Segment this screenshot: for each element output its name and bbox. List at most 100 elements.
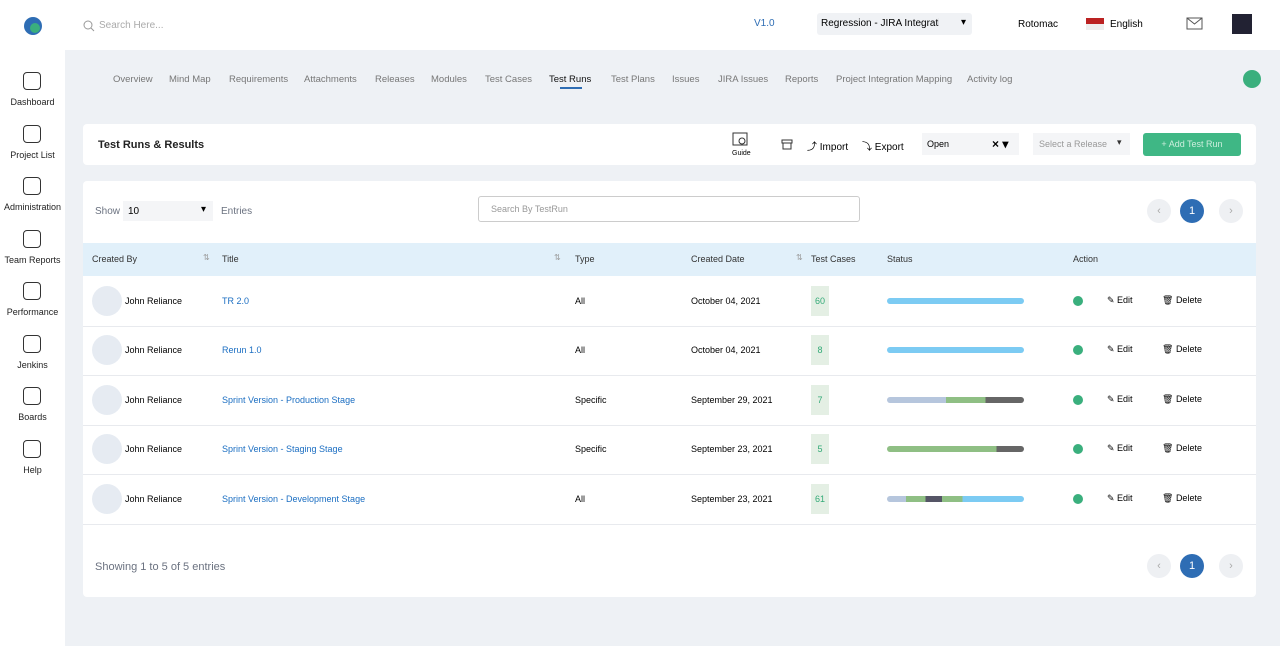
type: Specific (575, 394, 607, 405)
status-select[interactable]: Open × ▾ (922, 133, 1019, 155)
test-cases: 8 (811, 335, 829, 366)
delete[interactable]: 🗑 Delete (1162, 344, 1202, 355)
tab[interactable]: Test Plans (611, 74, 655, 85)
column-header[interactable]: Title (222, 254, 239, 264)
sidebar-icon[interactable] (23, 334, 41, 353)
delete[interactable]: 🗑 Delete (1162, 443, 1202, 454)
column-header[interactable]: Created By (92, 254, 138, 264)
sort-icon[interactable]: ⇅ (203, 253, 210, 262)
run-icon[interactable] (1073, 394, 1083, 405)
tab[interactable]: Issues (672, 74, 700, 85)
sidebar-icon[interactable] (23, 177, 41, 195)
tab[interactable]: Releases (375, 74, 415, 85)
title[interactable]: Sprint Version - Production Stage (222, 394, 356, 405)
created-date: October 04, 2021 (691, 345, 761, 356)
edit[interactable]: ✎ Edit (1107, 344, 1133, 355)
run-icon[interactable] (1073, 345, 1083, 356)
run-icon[interactable] (1073, 444, 1083, 455)
tab-underline (560, 87, 582, 89)
table-header (83, 243, 1256, 276)
column-header[interactable]: Created Date (691, 254, 745, 264)
sidebar-item[interactable]: Jenkins (17, 359, 48, 370)
guide-icon (732, 132, 748, 146)
archive-icon[interactable] (781, 139, 793, 150)
flag (1086, 18, 1104, 30)
tab[interactable]: Mind Map (169, 74, 211, 85)
delete[interactable]: 🗑 Delete (1162, 492, 1202, 503)
page-size-select[interactable]: 10 ▾ (123, 201, 213, 221)
edit[interactable]: ✎ Edit (1107, 393, 1133, 404)
page-number[interactable]: 1 (1180, 199, 1204, 223)
tab[interactable]: Reports (785, 74, 819, 85)
column-header[interactable]: Test Cases (811, 254, 856, 264)
delete[interactable]: 🗑 Delete (1162, 295, 1202, 305)
clear[interactable]: × ▾ (992, 137, 1009, 151)
next[interactable]: › (1219, 199, 1243, 223)
next[interactable]: › (1219, 554, 1243, 578)
created-date: October 04, 2021 (691, 296, 761, 306)
edit-label: Edit (1117, 344, 1133, 355)
tab[interactable]: Project Integration Mapping (836, 74, 953, 85)
export[interactable]: ⤵ Export (862, 142, 904, 153)
mail-icon[interactable] (1186, 17, 1203, 30)
prev[interactable]: ‹ (1147, 199, 1171, 223)
tab[interactable]: Requirements (229, 74, 289, 85)
sidebar-item[interactable]: Dashboard (10, 97, 55, 107)
sidebar-item[interactable]: Project List (10, 149, 55, 160)
add-button[interactable]: + Add Test Run (1143, 133, 1241, 156)
page-number[interactable]: 1 (1180, 554, 1204, 578)
release-select[interactable]: Select a Release ▾ (1033, 133, 1130, 155)
sort-icon[interactable]: ⇅ (796, 253, 803, 262)
table-search[interactable]: Search By TestRun (478, 196, 860, 222)
sidebar: Dashboard Project List Administration Team … (0, 50, 65, 646)
global-search[interactable]: Search Here... (99, 20, 164, 31)
status-bar (887, 347, 1024, 354)
title[interactable]: Sprint Version - Development Stage (222, 493, 366, 504)
toggle[interactable] (1243, 70, 1261, 88)
edit[interactable]: ✎ Edit (1107, 492, 1133, 503)
sidebar-icon[interactable] (23, 72, 41, 90)
sidebar-item[interactable]: Help (23, 464, 42, 475)
test-cases: 60 (811, 286, 829, 316)
run-icon[interactable] (1073, 296, 1083, 306)
sidebar-item[interactable]: Performance (6, 307, 59, 317)
delete-label: Delete (1175, 344, 1202, 355)
sidebar-item[interactable]: Boards (18, 412, 47, 422)
project-select[interactable]: Regression - JIRA Integration ▾ (817, 13, 972, 35)
created-by: John Reliance (125, 296, 183, 306)
guide[interactable]: Guide (732, 150, 751, 157)
tab[interactable]: Overview (113, 74, 153, 85)
sidebar-icon[interactable] (23, 229, 41, 248)
edit[interactable]: ✎ Edit (1107, 295, 1133, 305)
tab[interactable]: Test Runs (549, 74, 592, 85)
sidebar-item[interactable]: Administration (3, 202, 62, 212)
edit[interactable]: ✎ Edit (1107, 443, 1133, 454)
created-by: John Reliance (125, 394, 183, 405)
avatar[interactable] (1232, 14, 1252, 34)
column-header[interactable]: Type (575, 254, 595, 264)
tab[interactable]: Activity log (967, 74, 1013, 85)
run-icon[interactable] (1073, 493, 1083, 504)
tab[interactable]: Modules (431, 74, 467, 85)
type: All (575, 345, 586, 356)
sidebar-icon[interactable] (23, 439, 41, 458)
title[interactable]: Rerun 1.0 (222, 345, 262, 356)
sort-icon[interactable]: ⇅ (554, 253, 561, 262)
prev[interactable]: ‹ (1147, 554, 1171, 578)
sidebar-icon[interactable] (23, 387, 41, 405)
edit-label: Edit (1117, 393, 1133, 404)
delete[interactable]: 🗑 Delete (1162, 393, 1202, 404)
footer-text: Showing 1 to 5 of 5 entries (95, 561, 226, 573)
title[interactable]: TR 2.0 (222, 296, 250, 306)
tab[interactable]: Test Cases (485, 74, 532, 85)
import[interactable]: ⤴ Import (807, 142, 849, 153)
title[interactable]: Sprint Version - Staging Stage (222, 444, 343, 455)
sidebar-item[interactable]: Team Reports (4, 254, 61, 265)
language[interactable]: English (1110, 19, 1143, 30)
sidebar-icon[interactable] (23, 124, 41, 143)
tab[interactable]: JIRA Issues (718, 74, 769, 85)
sidebar-icon[interactable] (23, 282, 41, 300)
tab[interactable]: Attachments (304, 74, 357, 85)
row (83, 376, 1256, 426)
